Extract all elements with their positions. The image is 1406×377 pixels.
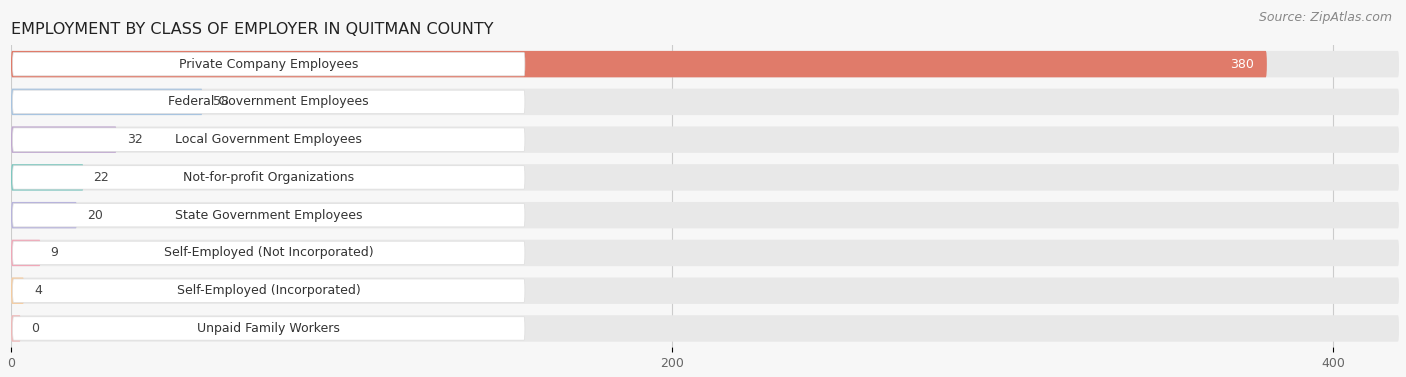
Text: 9: 9	[51, 247, 59, 259]
Text: 4: 4	[34, 284, 42, 297]
FancyBboxPatch shape	[11, 240, 41, 266]
FancyBboxPatch shape	[11, 240, 1399, 266]
Text: 32: 32	[127, 133, 142, 146]
Text: Local Government Employees: Local Government Employees	[176, 133, 363, 146]
FancyBboxPatch shape	[13, 241, 524, 265]
Text: Source: ZipAtlas.com: Source: ZipAtlas.com	[1258, 11, 1392, 24]
Text: Self-Employed (Incorporated): Self-Employed (Incorporated)	[177, 284, 360, 297]
Text: 380: 380	[1230, 58, 1254, 70]
Text: Unpaid Family Workers: Unpaid Family Workers	[197, 322, 340, 335]
FancyBboxPatch shape	[11, 277, 24, 304]
FancyBboxPatch shape	[11, 202, 77, 228]
Text: EMPLOYMENT BY CLASS OF EMPLOYER IN QUITMAN COUNTY: EMPLOYMENT BY CLASS OF EMPLOYER IN QUITM…	[11, 22, 494, 37]
Text: 22: 22	[94, 171, 110, 184]
FancyBboxPatch shape	[11, 51, 1399, 77]
FancyBboxPatch shape	[11, 51, 1267, 77]
FancyBboxPatch shape	[13, 279, 524, 302]
Text: 0: 0	[31, 322, 39, 335]
FancyBboxPatch shape	[11, 126, 117, 153]
Text: Not-for-profit Organizations: Not-for-profit Organizations	[183, 171, 354, 184]
Text: Self-Employed (Not Incorporated): Self-Employed (Not Incorporated)	[165, 247, 374, 259]
FancyBboxPatch shape	[11, 164, 83, 191]
FancyBboxPatch shape	[11, 315, 1399, 342]
FancyBboxPatch shape	[11, 126, 1399, 153]
FancyBboxPatch shape	[13, 204, 524, 227]
Text: 58: 58	[212, 95, 229, 108]
Text: State Government Employees: State Government Employees	[174, 208, 363, 222]
FancyBboxPatch shape	[11, 277, 1399, 304]
FancyBboxPatch shape	[13, 90, 524, 113]
FancyBboxPatch shape	[11, 164, 1399, 191]
FancyBboxPatch shape	[13, 166, 524, 189]
Text: Private Company Employees: Private Company Employees	[179, 58, 359, 70]
FancyBboxPatch shape	[11, 202, 1399, 228]
FancyBboxPatch shape	[11, 315, 21, 342]
FancyBboxPatch shape	[13, 128, 524, 151]
FancyBboxPatch shape	[13, 52, 524, 76]
FancyBboxPatch shape	[11, 89, 202, 115]
Text: Federal Government Employees: Federal Government Employees	[169, 95, 368, 108]
FancyBboxPatch shape	[13, 317, 524, 340]
FancyBboxPatch shape	[11, 89, 1399, 115]
Text: 20: 20	[87, 208, 103, 222]
